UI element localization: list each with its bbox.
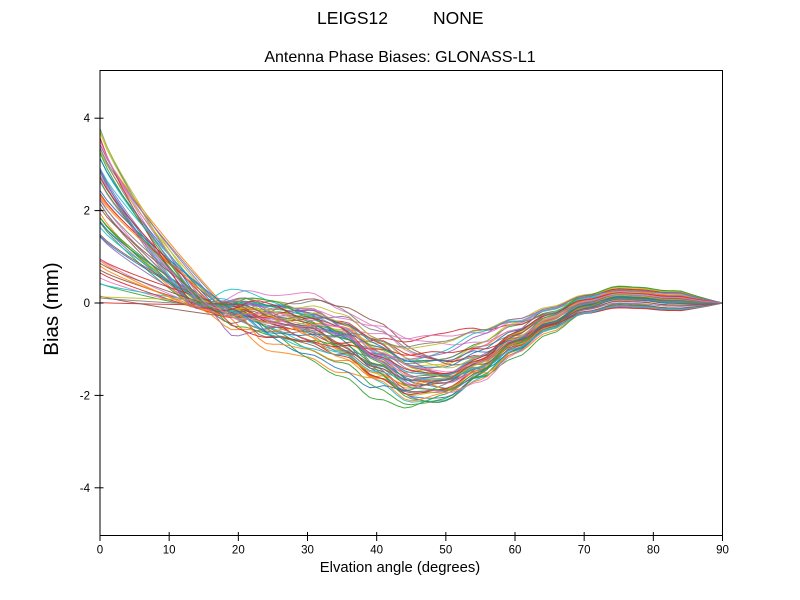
svg-text:0: 0 — [84, 298, 90, 310]
svg-text:40: 40 — [370, 545, 383, 557]
svg-text:60: 60 — [509, 545, 522, 557]
svg-text:20: 20 — [232, 545, 245, 557]
svg-text:50: 50 — [439, 545, 452, 557]
svg-text:2: 2 — [84, 206, 90, 218]
svg-text:4: 4 — [84, 113, 91, 125]
svg-text:80: 80 — [647, 545, 660, 557]
svg-text:-4: -4 — [80, 483, 91, 495]
svg-text:30: 30 — [301, 545, 314, 557]
svg-text:70: 70 — [578, 545, 591, 557]
svg-text:90: 90 — [716, 545, 729, 557]
svg-text:10: 10 — [163, 545, 176, 557]
svg-text:0: 0 — [97, 545, 103, 557]
svg-text:-2: -2 — [80, 390, 90, 402]
